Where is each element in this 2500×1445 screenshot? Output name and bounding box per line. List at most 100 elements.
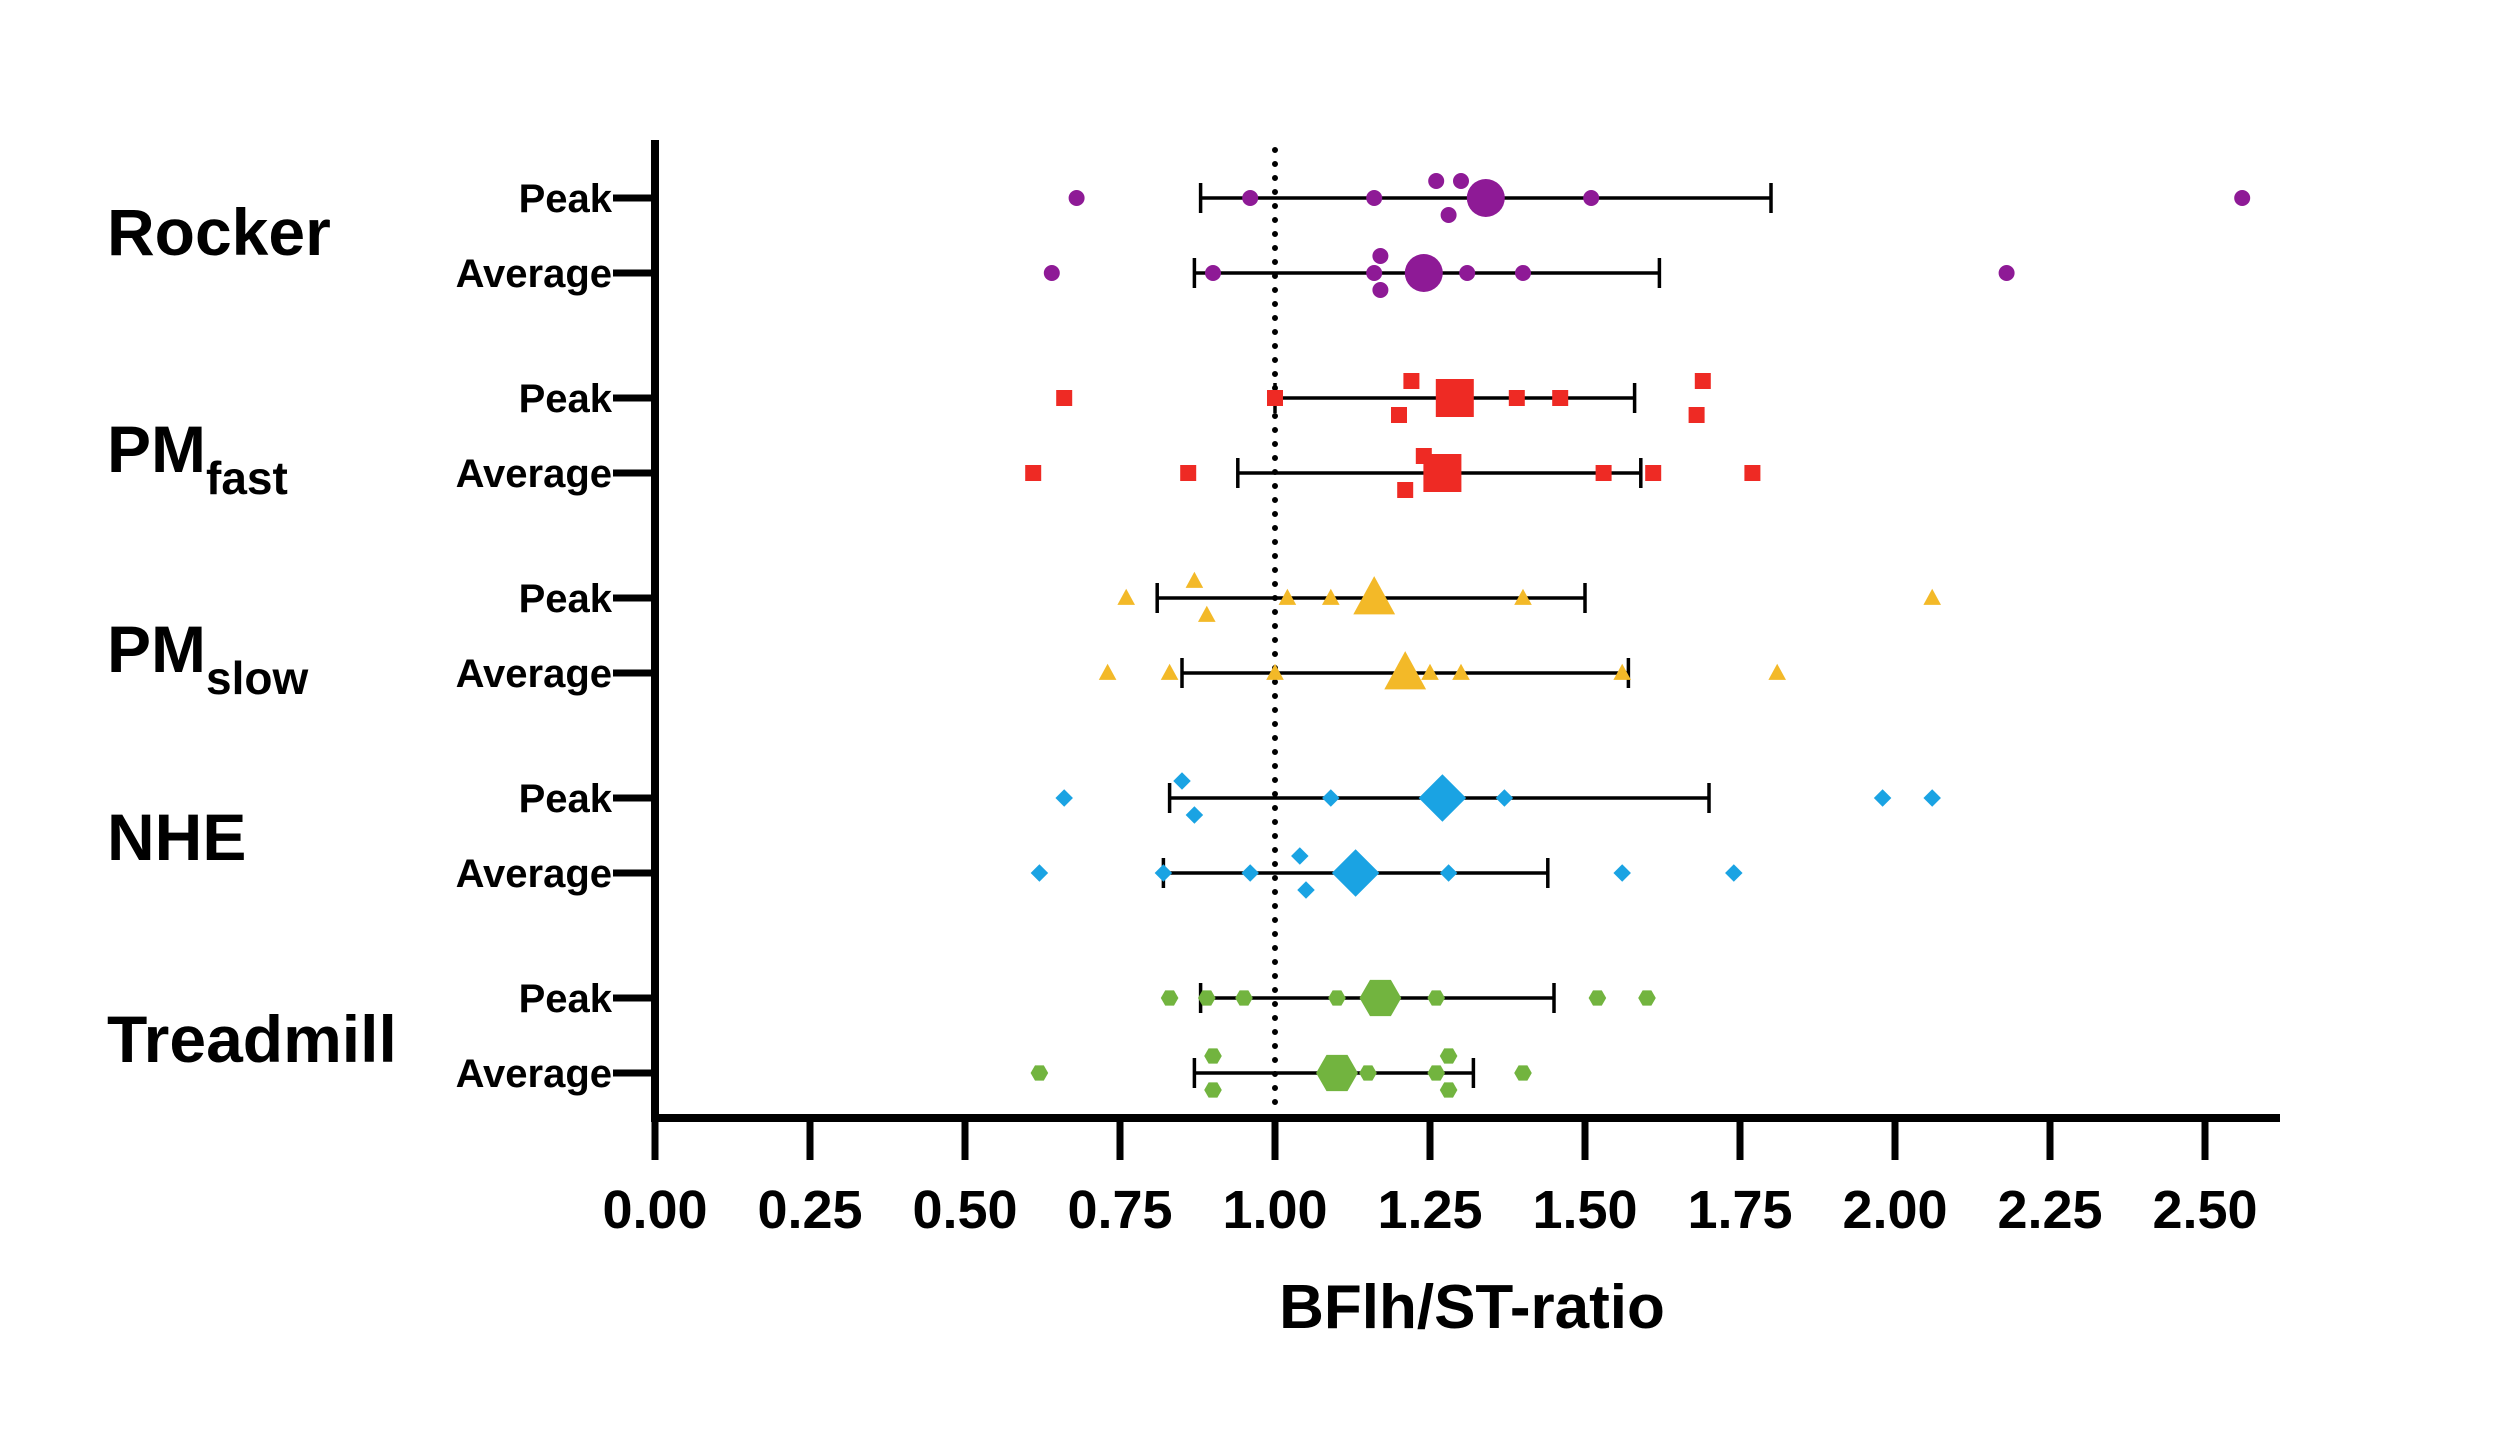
group-label: PMslow (107, 612, 308, 704)
data-point (1768, 663, 1786, 680)
data-point (1025, 465, 1042, 481)
data-point (1638, 990, 1656, 1006)
group-label: Rocker (107, 195, 331, 269)
group-label: NHE (107, 800, 246, 874)
row-label: Peak (519, 977, 613, 1021)
data-point (1588, 990, 1607, 1006)
data-point (1030, 1065, 1049, 1081)
mean-marker (1435, 379, 1474, 417)
data-point (1154, 864, 1173, 882)
mean-marker (1404, 254, 1443, 292)
data-point (1242, 190, 1259, 206)
data-point (1198, 990, 1216, 1006)
data-point (1403, 373, 1420, 389)
data-point (1645, 465, 1662, 481)
x-tick-label: 2.25 (1997, 1180, 2102, 1240)
data-point (1583, 190, 1600, 206)
row-label: Peak (519, 177, 613, 221)
mean-marker (1423, 454, 1462, 492)
group-label-main: Treadmill (107, 1002, 397, 1076)
data-point (1056, 390, 1073, 406)
row-label: Average (456, 852, 612, 896)
data-point (1998, 265, 2015, 281)
group-label-sub: fast (206, 452, 288, 504)
data-point (1185, 571, 1204, 588)
data-point (1205, 265, 1221, 281)
group-label-main: Rocker (107, 195, 331, 269)
data-point (1744, 465, 1761, 481)
x-tick-label: 0.75 (1067, 1180, 1172, 1240)
x-tick-label: 0.50 (912, 1180, 1017, 1240)
group-label-sub: slow (206, 652, 308, 704)
data-point (1452, 663, 1470, 680)
data-point (1328, 990, 1346, 1006)
data-point (1613, 663, 1631, 680)
data-point (1030, 864, 1049, 882)
row-label: Average (456, 652, 612, 696)
mean-marker (1359, 979, 1402, 1017)
row-label: Peak (519, 377, 613, 421)
data-point (1366, 265, 1383, 281)
x-tick-label: 1.50 (1532, 1180, 1637, 1240)
row-label: Peak (519, 577, 613, 621)
data-point (1508, 390, 1525, 406)
data-point (1204, 1082, 1222, 1098)
x-tick-label: 2.50 (2152, 1180, 2257, 1240)
data-point (1322, 789, 1340, 807)
data-point (1688, 407, 1705, 423)
data-point (1391, 407, 1407, 423)
x-tick-label: 1.75 (1687, 1180, 1792, 1240)
data-point (1068, 190, 1085, 206)
data-point (1173, 772, 1191, 790)
group-label-main: PM (107, 612, 206, 686)
data-point (1198, 605, 1216, 622)
data-point (1055, 789, 1073, 807)
data-point (1515, 265, 1531, 281)
data-point (2234, 190, 2251, 206)
data-point (1514, 588, 1532, 605)
group-label: PMfast (107, 412, 288, 504)
data-point (1366, 190, 1383, 206)
data-point (1372, 248, 1389, 264)
x-axis-title: BFlh/ST-ratio (1279, 1273, 1665, 1342)
row-label: Average (456, 452, 612, 496)
data-point (1595, 465, 1612, 481)
group-label: Treadmill (107, 1002, 397, 1076)
data-point (1372, 282, 1389, 298)
data-point (1185, 806, 1204, 824)
data-point (1613, 864, 1631, 882)
data-point (1725, 864, 1743, 882)
data-point (1552, 390, 1569, 406)
data-point (1160, 663, 1179, 680)
data-point (1427, 1065, 1445, 1081)
data-point (1267, 390, 1283, 406)
data-point (1204, 1048, 1222, 1064)
mean-marker (1384, 651, 1427, 690)
data-point (1322, 588, 1340, 605)
row-label: Peak (519, 777, 613, 821)
mean-marker (1316, 1054, 1358, 1092)
data-point (1694, 373, 1711, 389)
data-point (1459, 265, 1476, 281)
data-point (1923, 789, 1941, 807)
data-point (1439, 864, 1458, 882)
data-point (1278, 588, 1297, 605)
x-tick-label: 1.00 (1222, 1180, 1327, 1240)
data-point (1043, 265, 1060, 281)
x-tick-label: 1.25 (1377, 1180, 1482, 1240)
data-point (1514, 1065, 1532, 1081)
mean-marker (1353, 576, 1396, 615)
data-point (1873, 789, 1892, 807)
data-point (1180, 465, 1197, 481)
data-point (1495, 789, 1514, 807)
data-point (1235, 990, 1253, 1006)
data-point (1241, 864, 1259, 882)
data-point (1428, 173, 1445, 189)
data-point (1297, 881, 1315, 899)
data-point (1397, 482, 1414, 498)
x-tick-label: 0.00 (602, 1180, 707, 1240)
data-point (1098, 663, 1117, 680)
data-point (1427, 990, 1445, 1006)
data-point (1266, 663, 1284, 680)
row-label: Average (456, 252, 612, 296)
